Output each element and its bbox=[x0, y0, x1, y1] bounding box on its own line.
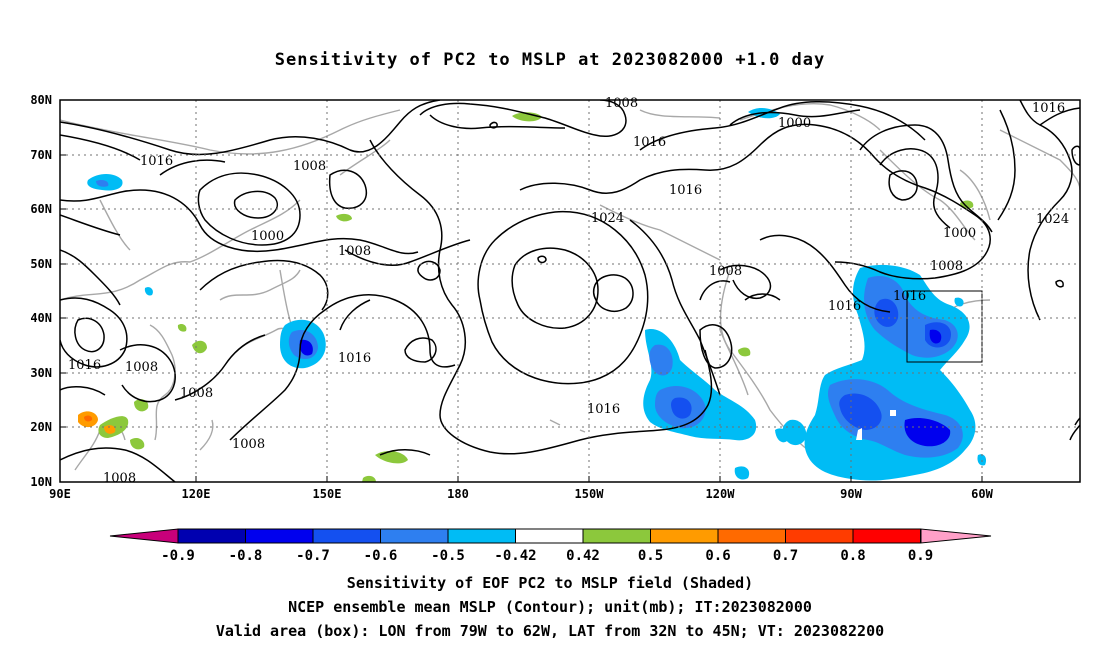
contour-label: 1024 bbox=[1036, 212, 1069, 227]
contour-label: 1024 bbox=[591, 211, 624, 226]
colorbar-label: -0.6 bbox=[364, 548, 398, 564]
lat-label: 50N bbox=[30, 257, 52, 271]
lat-label: 70N bbox=[30, 148, 52, 162]
lat-label: 60N bbox=[30, 202, 52, 216]
axis-ticks bbox=[60, 99, 983, 482]
contour-label: 1016 bbox=[587, 402, 620, 417]
graticule bbox=[60, 100, 1080, 482]
contour-label: 1008 bbox=[605, 96, 638, 111]
lon-label: 180 bbox=[447, 487, 469, 501]
colorbar-cell bbox=[582, 528, 651, 544]
colorbar-high-triangle bbox=[920, 528, 992, 544]
colorbar-cell bbox=[852, 528, 921, 544]
valid-area-box bbox=[906, 290, 983, 363]
lon-labels: 90E 120E 150E 180 150W 120W 90W 60W bbox=[49, 487, 993, 501]
contour-label: 1016 bbox=[68, 358, 101, 373]
lat-label: 20N bbox=[30, 420, 52, 434]
lon-label: 120E bbox=[182, 487, 211, 501]
colorbar-label: 0.5 bbox=[638, 548, 663, 564]
lat-label: 10N bbox=[30, 475, 52, 489]
colorbar-cell bbox=[785, 528, 854, 544]
colorbar-label: -0.7 bbox=[296, 548, 330, 564]
colorbar-label: 0.9 bbox=[908, 548, 933, 564]
lon-label: 90W bbox=[840, 487, 862, 501]
contour-label: 1008 bbox=[125, 360, 158, 375]
contour-label: 1016 bbox=[633, 135, 666, 150]
caption-line-2: NCEP ensemble mean MSLP (Contour); unit(… bbox=[288, 598, 812, 616]
contour-label: 1008 bbox=[232, 437, 265, 452]
colorbar-cell bbox=[312, 528, 381, 544]
colorbar-label: 0.6 bbox=[705, 548, 730, 564]
lon-label: 150E bbox=[313, 487, 342, 501]
contour-label: 1016 bbox=[828, 299, 861, 314]
lat-labels: 80N 70N 60N 50N 40N 30N 20N 10N bbox=[30, 93, 52, 489]
colorbar-cell bbox=[650, 528, 719, 544]
map-title: Sensitivity of PC2 to MSLP at 2023082000… bbox=[274, 50, 826, 70]
colorbar-cells bbox=[177, 528, 921, 544]
colorbar-label: -0.42 bbox=[494, 548, 536, 564]
colorbar-label: -0.5 bbox=[431, 548, 465, 564]
lat-label: 40N bbox=[30, 311, 52, 325]
colorbar-labels: -0.9 -0.8 -0.7 -0.6 -0.5 -0.42 0.42 0.5 0.6 0.7 0.… bbox=[161, 548, 933, 564]
colorbar-label: 0.8 bbox=[840, 548, 865, 564]
contour-label: 1008 bbox=[930, 259, 963, 274]
contour-label: 1000 bbox=[943, 226, 976, 241]
colorbar-label: 0.42 bbox=[566, 548, 600, 564]
lon-label: 150W bbox=[575, 487, 605, 501]
colorbar-label: 0.7 bbox=[773, 548, 798, 564]
lat-label: 80N bbox=[30, 93, 52, 107]
contour-label: 1016 bbox=[1032, 101, 1065, 116]
contour-label: 1008 bbox=[338, 244, 371, 259]
contour-label: 1016 bbox=[140, 154, 173, 169]
mslp-contours bbox=[60, 100, 1080, 482]
caption-line-1: Sensitivity of EOF PC2 to MSLP field (Sh… bbox=[346, 574, 754, 592]
contour-label: 1008 bbox=[180, 386, 213, 401]
contour-label: 1016 bbox=[338, 351, 371, 366]
contour-label: 1008 bbox=[709, 264, 742, 279]
colorbar-cell bbox=[515, 528, 584, 544]
contour-label: 1008 bbox=[293, 159, 326, 174]
colorbar-label: -0.9 bbox=[161, 548, 195, 564]
lon-label: 120W bbox=[706, 487, 736, 501]
colorbar-cell bbox=[245, 528, 314, 544]
colorbar: -0.9 -0.8 -0.7 -0.6 -0.5 -0.42 0.42 0.5 0.6 0.7 0.… bbox=[109, 528, 992, 564]
contour-label: 1008 bbox=[103, 471, 136, 486]
colorbar-cell bbox=[177, 528, 246, 544]
contour-label: 1016 bbox=[893, 289, 926, 304]
lon-label: 60W bbox=[971, 487, 993, 501]
contour-label: 1016 bbox=[669, 183, 702, 198]
contour-label: 1000 bbox=[251, 229, 284, 244]
colorbar-low-triangle bbox=[109, 528, 179, 544]
lat-label: 30N bbox=[30, 366, 52, 380]
lon-label: 90E bbox=[49, 487, 71, 501]
plot-frame bbox=[59, 99, 1081, 483]
colorbar-cell bbox=[380, 528, 449, 544]
colorbar-cell bbox=[447, 528, 516, 544]
contour-label: 1000 bbox=[778, 116, 811, 131]
colorbar-label: -0.8 bbox=[229, 548, 263, 564]
colorbar-cell bbox=[717, 528, 786, 544]
caption-line-3: Valid area (box): LON from 79W to 62W, L… bbox=[215, 622, 885, 640]
